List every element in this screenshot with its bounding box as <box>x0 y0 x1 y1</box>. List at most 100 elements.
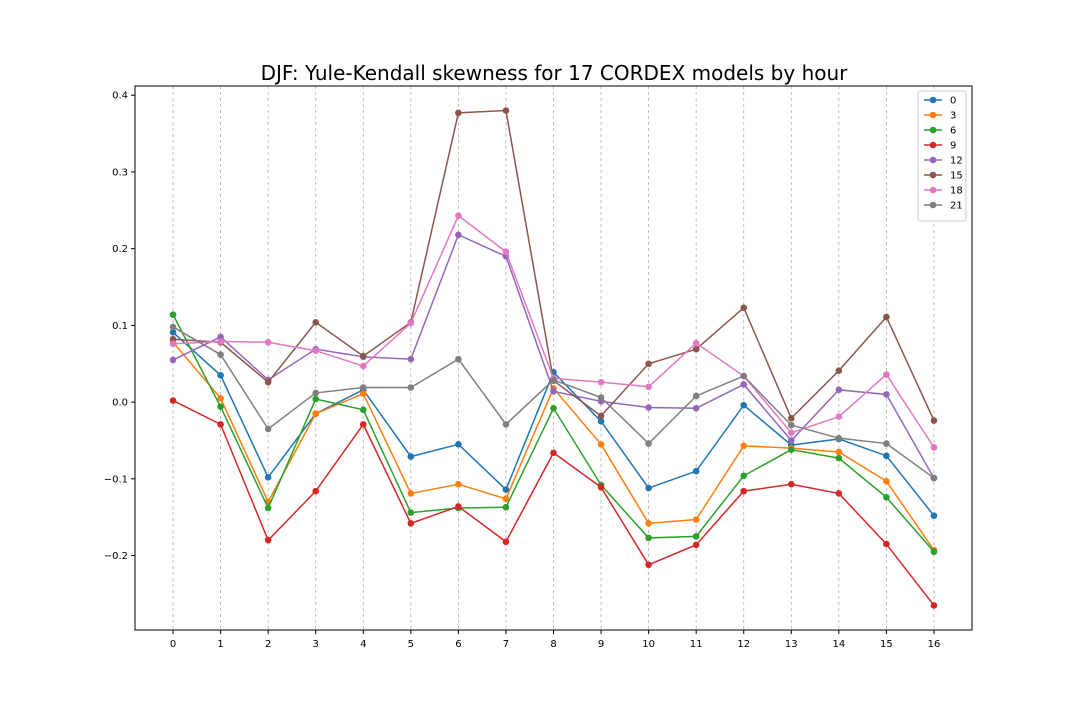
data-point <box>169 397 177 404</box>
legend-label: 15 <box>950 171 963 182</box>
data-point <box>645 440 652 447</box>
data-point <box>597 441 605 448</box>
data-point <box>883 540 890 548</box>
data-point <box>264 425 272 433</box>
data-point <box>502 503 510 511</box>
data-point <box>883 477 890 485</box>
data-point <box>217 421 224 428</box>
data-point <box>169 356 177 364</box>
data-point <box>455 441 462 448</box>
data-point <box>217 333 224 341</box>
data-point <box>787 414 795 422</box>
y-tick-label: 0.1 <box>112 321 128 332</box>
data-point <box>692 533 700 540</box>
data-point <box>883 452 890 460</box>
data-point <box>455 503 462 510</box>
data-point <box>692 541 700 549</box>
data-point <box>550 388 557 395</box>
data-point <box>550 449 557 457</box>
legend-frame <box>917 90 967 222</box>
data-point <box>883 313 890 321</box>
data-point <box>502 421 510 428</box>
data-point <box>407 355 415 363</box>
legend-marker <box>929 156 937 164</box>
data-point <box>692 404 700 412</box>
legend-marker <box>929 171 937 179</box>
data-point <box>930 417 938 424</box>
legend-marker <box>929 186 937 194</box>
data-point <box>645 484 652 492</box>
data-point <box>264 338 272 346</box>
data-point <box>312 347 320 355</box>
data-point <box>597 483 605 491</box>
data-point <box>930 548 938 556</box>
y-tick-label: 0.3 <box>112 167 128 178</box>
data-point <box>835 413 843 420</box>
data-point <box>455 212 462 219</box>
x-tick-label: 4 <box>360 639 366 650</box>
data-point <box>312 487 320 495</box>
x-tick-label: 16 <box>928 639 941 650</box>
data-point <box>359 352 367 360</box>
x-axis: 0 1 2 3 4 5 6 7 8 9 10 11 12 13 14 15 16 <box>170 630 940 650</box>
data-point <box>217 371 224 379</box>
data-point <box>169 335 177 343</box>
y-tick-label: 0.0 <box>112 398 128 409</box>
data-point <box>502 538 510 546</box>
data-point <box>312 389 320 397</box>
x-tick-label: 3 <box>313 639 319 650</box>
data-point <box>359 384 367 391</box>
data-point <box>835 434 843 442</box>
data-point <box>264 474 272 481</box>
data-point <box>883 371 890 378</box>
data-point <box>835 448 843 456</box>
data-point <box>169 311 177 318</box>
data-point <box>692 339 700 347</box>
data-point <box>883 493 890 501</box>
data-point <box>455 355 462 363</box>
x-tick-label: 8 <box>550 639 556 650</box>
x-tick-label: 12 <box>737 639 750 650</box>
data-point <box>740 372 748 380</box>
data-point <box>740 472 748 480</box>
data-point <box>407 384 415 391</box>
x-tick-label: 7 <box>503 639 509 650</box>
x-tick-label: 13 <box>785 639 798 650</box>
data-point <box>883 391 890 398</box>
data-point <box>645 360 652 368</box>
series-21 <box>169 323 938 482</box>
data-point <box>217 351 224 358</box>
data-point <box>692 392 700 400</box>
data-point <box>645 404 652 411</box>
x-tick-label: 10 <box>642 639 655 650</box>
legend-label: 9 <box>950 141 956 152</box>
data-point <box>455 109 462 117</box>
data-point <box>740 381 748 388</box>
data-point <box>883 440 890 447</box>
legend-label: 21 <box>950 201 963 212</box>
legend: 0 3 6 9 12 15 18 21 <box>917 90 967 222</box>
data-point <box>312 410 320 417</box>
data-point <box>502 495 510 503</box>
data-point <box>169 323 177 331</box>
data-point <box>835 454 843 462</box>
legend-marker <box>929 96 937 104</box>
data-point <box>645 561 652 569</box>
data-point <box>407 509 415 516</box>
data-point <box>264 504 272 512</box>
data-point <box>930 602 938 609</box>
y-tick-label: −0.1 <box>104 474 128 485</box>
data-point <box>740 442 748 450</box>
data-point <box>359 421 367 428</box>
data-point <box>787 480 795 488</box>
data-point <box>835 490 843 497</box>
data-point <box>787 437 795 444</box>
x-tick-label: 1 <box>217 639 223 650</box>
data-point <box>359 390 367 397</box>
data-point <box>692 467 700 475</box>
x-tick-label: 9 <box>598 639 604 650</box>
legend-marker <box>929 111 937 119</box>
data-point <box>502 107 510 114</box>
data-point <box>645 520 652 527</box>
data-point <box>455 480 462 488</box>
